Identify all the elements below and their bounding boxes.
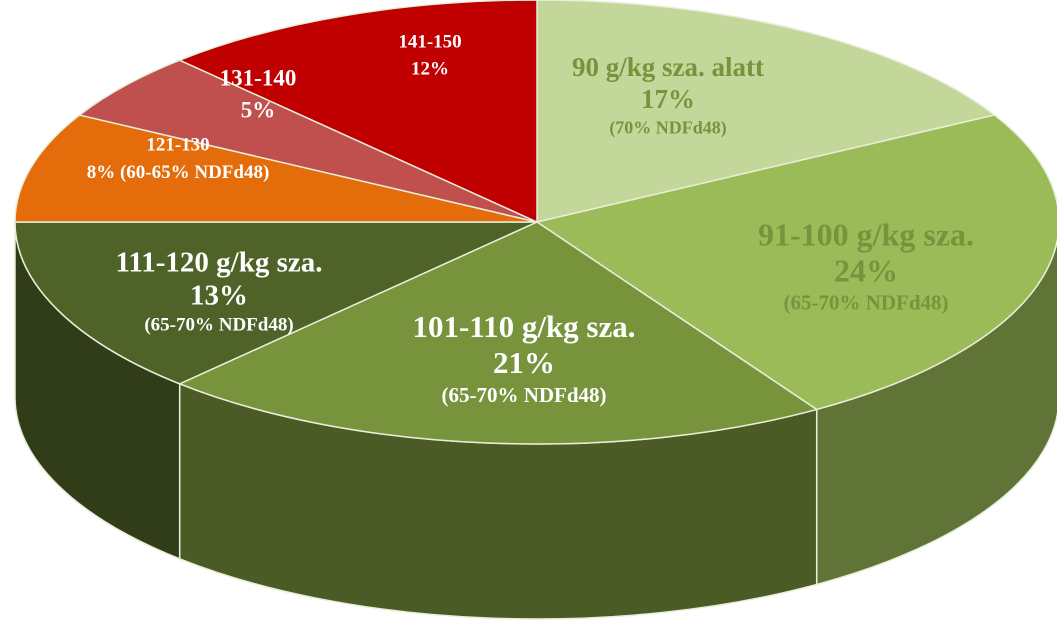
slice-value: 5% xyxy=(241,97,276,122)
pie-slice xyxy=(535,114,1057,411)
slice-value: 24% xyxy=(834,252,898,288)
slice-note: (65-70% NDFd48) xyxy=(144,314,293,335)
slice-value: 21% xyxy=(493,345,555,380)
slice-value-label: 8% (60-65% NDFd48) xyxy=(87,162,270,183)
pie-slice xyxy=(14,114,538,223)
slice-value: 17% xyxy=(641,84,695,114)
slice-note: (65-70% NDFd48) xyxy=(441,383,606,407)
slice-label: 141-150 xyxy=(398,31,461,52)
slice-note: (60-65% NDFd48) xyxy=(120,162,269,183)
slice-note: (70% NDFd48) xyxy=(609,118,727,139)
slice-label: 101-110 g/kg sza. xyxy=(412,309,635,344)
slice-label: 111-120 g/kg sza. xyxy=(115,247,322,279)
slice-value: 8% xyxy=(87,162,116,183)
pie-slice xyxy=(536,0,997,223)
slice-value: 13% xyxy=(190,280,248,312)
slice-value: 12% xyxy=(411,58,449,79)
slice-label: 131-140 xyxy=(220,65,297,90)
slice-label: 121-130 xyxy=(146,134,209,155)
pie-slice xyxy=(177,221,819,445)
slice-label: 91-100 g/kg sza. xyxy=(758,216,974,252)
slice-label: 90 g/kg sza. alatt xyxy=(572,52,764,82)
slice-note: (65-70% NDFd48) xyxy=(783,290,948,314)
pie-slice xyxy=(14,221,538,385)
pie-slice xyxy=(177,0,538,224)
pie-slice xyxy=(77,59,538,223)
